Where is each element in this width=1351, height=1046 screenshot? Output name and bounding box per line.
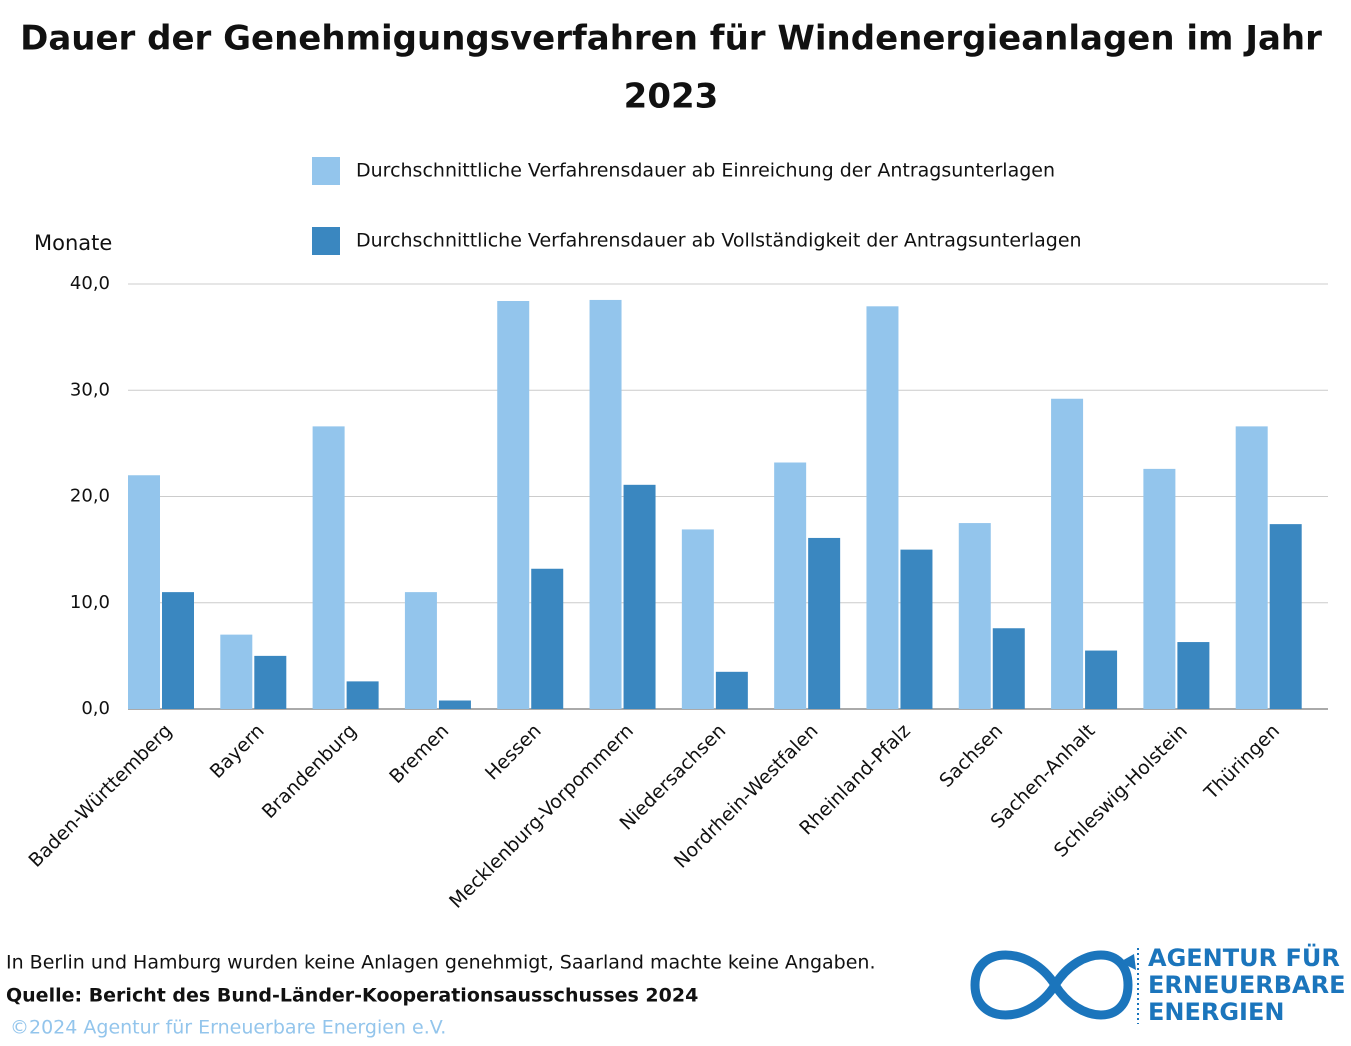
x-tick-label: Baden-Württemberg	[24, 720, 176, 872]
source: Quelle: Bericht des Bund-Länder-Kooperat…	[6, 985, 698, 1007]
bar	[254, 655, 287, 709]
x-tick-label: Bayern	[206, 720, 269, 783]
bar	[128, 475, 160, 709]
bar	[1235, 426, 1268, 709]
logo-text: ERNEUERBARE	[1148, 971, 1345, 999]
bar	[531, 568, 564, 709]
bar	[1269, 524, 1302, 709]
x-tick-label: Brandenburg	[258, 720, 361, 823]
x-tick-label: Hessen	[481, 720, 546, 785]
bar	[1177, 642, 1210, 709]
bar	[681, 529, 714, 709]
y-tick-label: 30,0	[70, 379, 110, 400]
bar	[623, 484, 656, 709]
bar	[162, 592, 194, 709]
bar	[992, 628, 1025, 709]
y-tick-label: 40,0	[70, 273, 110, 294]
bar	[497, 301, 530, 709]
y-tick-label: 10,0	[70, 592, 110, 613]
chart-title: 2023	[624, 77, 719, 117]
logo-arrow	[1120, 954, 1136, 970]
y-axis-label: Monate	[34, 231, 112, 255]
bar	[900, 549, 933, 709]
bar	[438, 700, 471, 709]
bar	[1143, 468, 1176, 709]
bar	[346, 681, 379, 709]
x-tick-label: Sachsen	[935, 720, 1007, 792]
note: In Berlin und Hamburg wurden keine Anlag…	[6, 952, 876, 974]
bar	[715, 671, 748, 709]
bar	[1051, 398, 1084, 709]
legend-label: Durchschnittliche Verfahrensdauer ab Ein…	[356, 160, 1055, 182]
logo: AGENTUR FÜR ERNEUERBARE ENERGIEN	[970, 942, 1345, 1026]
bar	[312, 426, 345, 709]
chart-title: Dauer der Genehmigungsverfahren für Wind…	[20, 19, 1322, 59]
logo-text: ENERGIEN	[1148, 998, 1284, 1026]
x-tick-label: Mecklenburg-Vorpommern	[445, 720, 638, 913]
copyright: ©2024 Agentur für Erneuerbare Energien e…	[10, 1017, 446, 1039]
y-tick-label: 0,0	[81, 698, 110, 719]
bar	[808, 537, 841, 709]
logo-symbol	[970, 950, 1133, 1020]
x-tick-label: Bremen	[385, 720, 453, 788]
bar	[774, 462, 807, 709]
bar	[958, 523, 991, 709]
legend-swatch	[312, 157, 340, 185]
bar	[866, 306, 899, 709]
legend-swatch	[312, 227, 340, 255]
bar	[1085, 650, 1118, 709]
x-tick-label: Thüringen	[1200, 720, 1285, 805]
legend-label: Durchschnittliche Verfahrensdauer ab Vol…	[356, 230, 1082, 252]
bar	[589, 299, 622, 709]
bar	[404, 592, 437, 709]
bar	[220, 634, 253, 709]
y-tick-label: 20,0	[70, 486, 110, 507]
logo-text: AGENTUR FÜR	[1148, 942, 1340, 972]
